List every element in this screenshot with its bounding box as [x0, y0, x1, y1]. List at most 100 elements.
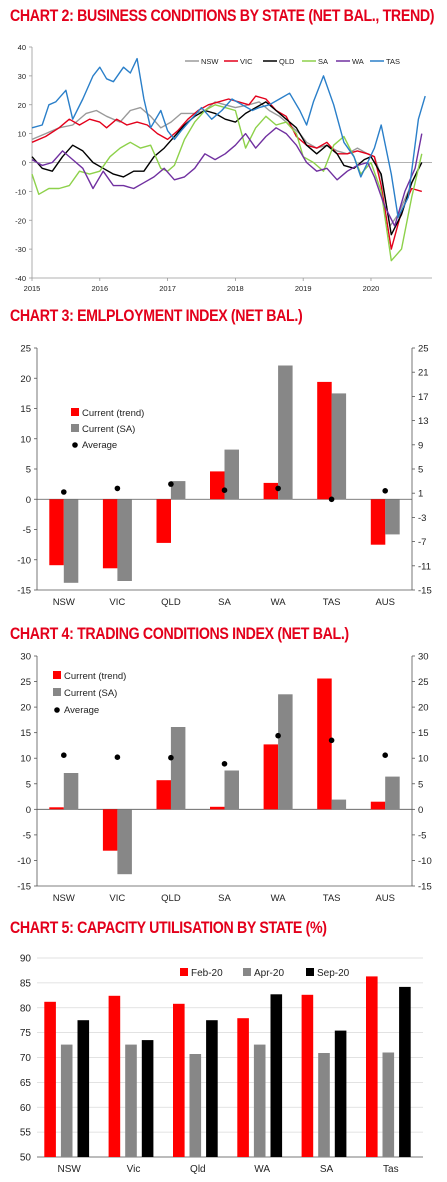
chart4-title: CHART 4: TRADING CONDITIONS INDEX (NET B…: [10, 625, 349, 643]
chart3-bar-current-trend: [210, 471, 225, 500]
chart2-plot: -40 -30 -20 -10 0 10 20 30 40 2015 2016 2017 2018 201…: [15, 43, 432, 293]
chart5-y-tick-label: 85: [20, 978, 32, 989]
chart3-average-dot: [275, 485, 281, 492]
chart4-bar-current-trend: [49, 807, 64, 810]
chart5-bar-feb-20: [366, 976, 378, 1157]
chart3-average-dot: [382, 488, 389, 494]
chart4-bar-current-sa: [224, 770, 239, 810]
chart3-bar-current-trend: [49, 499, 64, 566]
chart4-legend-swatch: [53, 688, 61, 696]
chart4-bar-current-sa: [331, 799, 347, 810]
chart2-legend-label: QLD: [279, 57, 295, 66]
chart3-y-tick-label: -10: [17, 555, 31, 566]
chart5-bar-apr-20: [382, 1052, 395, 1157]
chart3-bar-current-sa: [331, 393, 347, 500]
chart5-bar-feb-20: [301, 994, 314, 1157]
chart4-y2-tick-label: -5: [418, 830, 426, 841]
chart5-bar-sep-20: [399, 986, 411, 1157]
chart5-bar-apr-20: [125, 1044, 137, 1157]
chart4-bar-current-trend: [317, 678, 332, 810]
chart3-average-dot: [221, 487, 228, 493]
chart3-y2-tick-label: -7: [418, 537, 426, 548]
chart3-y2-tick-label: 13: [418, 416, 429, 427]
chart2-y-tick-label: 30: [18, 72, 26, 81]
chart2-y-tick-label: 10: [18, 130, 26, 139]
chart5-bar-apr-20: [253, 1044, 266, 1157]
chart2-y-tick-label: 0: [22, 159, 26, 168]
chart4-bar-current-trend: [263, 744, 279, 810]
chart3-legend-label: Current (SA): [82, 424, 135, 435]
chart5-x-tick-label: Vic: [127, 1164, 141, 1175]
chart4-y-tick-label: 15: [20, 728, 31, 739]
chart2-legend-label: SA: [318, 57, 328, 66]
chart5-bar-feb-20: [237, 1018, 249, 1157]
chart3-legend-swatch: [71, 408, 79, 416]
chart5-title: CHART 5: CAPACITY UTILISATION BY STATE (…: [10, 919, 327, 937]
chart4-y-tick-label: 5: [26, 779, 31, 790]
chart4-y-tick-label: 30: [20, 652, 31, 663]
chart3-legend-swatch: [72, 442, 78, 448]
chart5-x-tick-label: Tas: [383, 1164, 399, 1175]
chart2-x-tick-label: 2018: [227, 284, 244, 293]
chart4-y-tick-label: -10: [17, 856, 31, 867]
chart3-y2-tick-label: -15: [418, 586, 432, 597]
chart3-y2-tick-label: 5: [418, 465, 423, 476]
chart3-bar-current-trend: [102, 499, 118, 569]
chart4-y-tick-label: 10: [20, 754, 31, 765]
chart4-legend-label: Current (SA): [64, 688, 117, 699]
chart3-x-tick-label: VIC: [109, 597, 125, 608]
chart4-y2-tick-label: 25: [418, 677, 429, 688]
chart4-y2-tick-label: 5: [418, 779, 423, 790]
chart3-average-dot: [168, 481, 174, 487]
chart4-y2-tick-label: 30: [418, 652, 429, 663]
chart5-y-tick-label: 75: [20, 1028, 32, 1039]
chart4-plot: -15 -10 -5 0 5 10 15 20 25 30 -15 -10 -5 0 5 10 15 20 25 30…: [17, 652, 432, 905]
chart4-bar-current-trend: [210, 806, 225, 810]
chart3-average-dot: [61, 489, 67, 495]
chart4-average-dot: [382, 752, 389, 758]
chart5-bar-sep-20: [270, 994, 283, 1157]
chart4-y-tick-label: 20: [20, 703, 31, 714]
chart2-title: CHART 2: BUSINESS CONDITIONS BY STATE (N…: [10, 7, 435, 25]
chart3-bar-current-trend: [156, 499, 171, 543]
chart3-bar-current-trend: [317, 381, 332, 500]
chart3-y-tick-label: 15: [20, 404, 31, 415]
chart2-y-tick-label: -30: [15, 245, 26, 254]
chart3-y2-tick-label: 1: [418, 489, 423, 500]
chart3-plot: -15-10-50510152025-15-11-7-315913172125N…: [17, 344, 432, 609]
chart4-y2-tick-label: 10: [418, 754, 429, 765]
chart3-title: CHART 3: EMLPLOYMENT INDEX (NET BAL.): [10, 307, 303, 325]
chart2-y-tick-label: -20: [15, 216, 26, 225]
chart5-plot: 50 55 60 65 70 75 80 85 90 NSW Vic Qld WA SA Tas Feb-20…: [20, 954, 423, 1175]
chart4-bar-current-trend: [370, 801, 386, 810]
chart4-x-tick-label: WA: [271, 893, 287, 904]
chart3-bar-current-sa: [385, 499, 400, 535]
chart3-y-tick-label: 25: [20, 344, 31, 355]
chart3-bar-current-sa: [224, 449, 239, 500]
chart5-x-tick-label: WA: [254, 1164, 270, 1175]
chart3-bar-current-trend: [263, 482, 279, 500]
chart4-average-dot: [328, 737, 335, 744]
chart4-y2-tick-label: 20: [418, 703, 429, 714]
chart4-bar-current-sa: [117, 809, 132, 875]
chart4-y-tick-label: -15: [17, 882, 31, 893]
chart5-bar-feb-20: [173, 1003, 185, 1157]
chart4-bar-current-sa: [63, 773, 79, 810]
chart3-x-tick-label: WA: [271, 597, 287, 608]
chart4-y2-tick-label: -15: [418, 882, 432, 893]
chart2-series-qld: [31, 101, 423, 236]
chart4-average-dot: [61, 752, 67, 758]
chart4-x-tick-label: NSW: [53, 893, 75, 904]
chart3-y-tick-label: 20: [20, 374, 31, 385]
chart5-legend-swatch: [306, 968, 314, 976]
chart3-legend-swatch: [71, 424, 79, 432]
chart2-x-tick-label: 2020: [363, 284, 380, 293]
chart4-y-tick-label: 0: [26, 805, 31, 816]
chart5-x-tick-label: SA: [320, 1164, 334, 1175]
chart4-legend-label: Average: [64, 705, 99, 716]
chart5-bar-sep-20: [334, 1030, 347, 1157]
chart5-bar-sep-20: [77, 1020, 90, 1157]
chart5-y-tick-label: 90: [20, 954, 32, 965]
chart4-legend-swatch: [53, 671, 61, 679]
chart5-x-tick-label: NSW: [57, 1164, 81, 1175]
